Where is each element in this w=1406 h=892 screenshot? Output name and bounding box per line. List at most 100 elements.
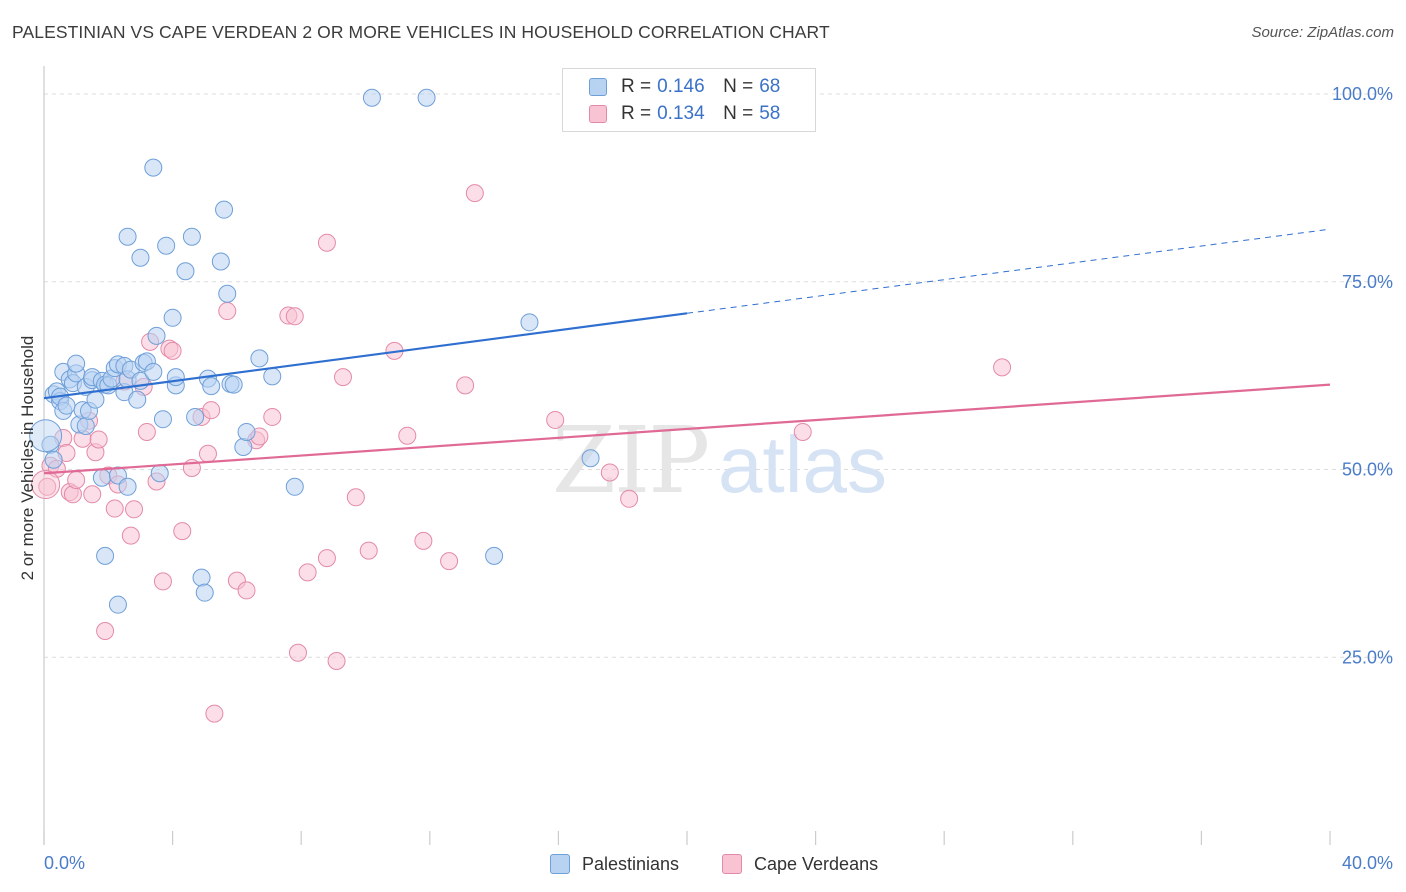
data-point-palestinians [144, 362, 163, 381]
trend-line-cape-verdeans [43, 383, 1331, 475]
data-point-palestinians [192, 568, 211, 587]
gridlines [44, 93, 1392, 658]
data-point-cape-verdeans [317, 233, 336, 252]
x-tick-label: 40.0% [1342, 853, 1393, 873]
legend-label-palestinians: Palestinians [582, 853, 680, 874]
data-point-palestinians [202, 377, 221, 396]
legend-label-cape-verdeans: Cape Verdeans [754, 853, 879, 874]
data-point-palestinians [57, 396, 76, 415]
legend-n-value: 58 [759, 103, 781, 124]
legend-swatch-pink [589, 105, 607, 123]
data-point-palestinians [96, 546, 115, 565]
data-point-cape-verdeans [327, 652, 346, 671]
series-palestinians [29, 88, 600, 614]
legend-n-label: N = [723, 76, 754, 97]
data-point-cape-verdeans [153, 572, 172, 591]
data-point-cape-verdeans [440, 552, 459, 571]
axes [43, 66, 1331, 845]
data-point-palestinians [218, 284, 237, 303]
data-point-palestinians [150, 464, 169, 483]
data-point-palestinians [263, 367, 282, 386]
y-tick-label: 25.0% [1342, 647, 1393, 667]
data-point-cape-verdeans [398, 426, 417, 445]
data-point-palestinians [76, 416, 95, 435]
data-point-palestinians [118, 477, 137, 496]
source-credit: Source: ZipAtlas.com [1251, 24, 1394, 41]
data-point-cape-verdeans [333, 368, 352, 387]
data-point-palestinians [166, 368, 185, 387]
data-point-cape-verdeans [346, 488, 365, 507]
data-point-cape-verdeans [198, 444, 217, 463]
data-point-palestinians [108, 595, 127, 614]
data-point-cape-verdeans [620, 489, 639, 508]
trend-lines [43, 228, 1331, 475]
legend-r-label: R = [621, 103, 652, 124]
data-point-palestinians [195, 583, 214, 602]
trend-line-palestinians-extension [686, 228, 1331, 314]
legend-swatch-blue [550, 854, 570, 874]
x-tick-label: 0.0% [44, 853, 85, 873]
legend-r-value: 0.146 [657, 76, 705, 97]
data-point-cape-verdeans [67, 471, 86, 490]
data-point-palestinians [128, 390, 147, 409]
data-point-cape-verdeans [31, 470, 61, 500]
data-point-cape-verdeans [38, 477, 57, 496]
data-point-palestinians [234, 437, 253, 456]
data-point-palestinians [144, 158, 163, 177]
data-point-cape-verdeans [83, 485, 102, 504]
data-point-cape-verdeans [793, 422, 812, 441]
data-point-palestinians [215, 200, 234, 219]
watermark: ZIP atlas [552, 407, 887, 514]
data-point-cape-verdeans [546, 410, 565, 429]
chart-title: PALESTINIAN VS CAPE VERDEAN 2 OR MORE VE… [12, 22, 830, 42]
data-point-palestinians [237, 422, 256, 441]
data-point-palestinians [285, 477, 304, 496]
y-tick-labels: 25.0% 50.0% 75.0% 100.0% [1332, 84, 1393, 667]
data-point-cape-verdeans [456, 376, 475, 395]
legend-item-palestinians[interactable]: Palestinians [550, 852, 679, 876]
legend-row-palestinians: R = 0.146 N = 68 [589, 75, 780, 99]
legend-r-label: R = [621, 76, 652, 97]
data-point-palestinians [581, 449, 600, 468]
data-point-palestinians [520, 313, 539, 332]
data-point-palestinians [250, 349, 269, 368]
legend-r-value: 0.134 [657, 103, 705, 124]
data-point-cape-verdeans [414, 531, 433, 550]
legend-item-cape-verdeans[interactable]: Cape Verdeans [722, 852, 878, 876]
legend-swatch-pink [722, 854, 742, 874]
data-point-palestinians [485, 546, 504, 565]
data-point-palestinians [362, 88, 381, 107]
data-point-cape-verdeans [125, 500, 144, 519]
legend-row-cape-verdeans: R = 0.134 N = 58 [589, 102, 780, 126]
data-point-cape-verdeans [89, 430, 108, 449]
y-axis-label: 2 or more Vehicles in Household [18, 335, 37, 581]
trend-line-palestinians [43, 312, 688, 400]
data-point-palestinians [163, 308, 182, 327]
legend-n-value: 68 [759, 76, 781, 97]
x-tick-labels: 0.0% 40.0% [44, 853, 1393, 873]
data-point-cape-verdeans [202, 401, 221, 420]
data-point-cape-verdeans [359, 541, 378, 560]
legend-swatch-blue [589, 78, 607, 96]
data-point-cape-verdeans [600, 463, 619, 482]
data-point-palestinians [211, 252, 230, 271]
data-point-cape-verdeans [163, 341, 182, 360]
y-tick-label: 75.0% [1342, 272, 1393, 292]
data-point-palestinians [147, 326, 166, 345]
data-point-palestinians [92, 468, 111, 487]
correlation-legend: R = 0.146 N = 68 R = 0.134 N = 58 [562, 68, 816, 132]
data-point-palestinians [44, 450, 63, 469]
legend-n-label: N = [723, 103, 754, 124]
data-point-cape-verdeans [237, 581, 256, 600]
data-point-cape-verdeans [285, 307, 304, 326]
data-point-cape-verdeans [96, 621, 115, 640]
data-point-cape-verdeans [317, 549, 336, 568]
data-point-palestinians [29, 419, 63, 453]
y-tick-label: 50.0% [1342, 460, 1393, 480]
data-point-palestinians [182, 227, 201, 246]
data-point-palestinians [118, 227, 137, 246]
data-point-cape-verdeans [465, 184, 484, 203]
data-point-cape-verdeans [105, 499, 124, 518]
data-point-cape-verdeans [298, 563, 317, 582]
